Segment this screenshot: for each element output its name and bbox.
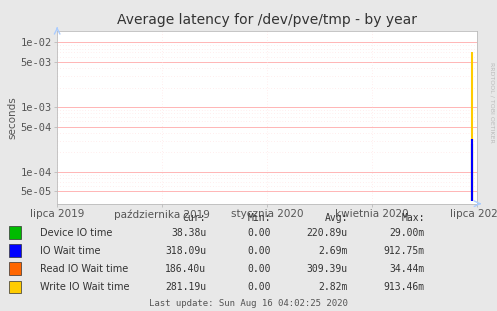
- Text: 309.39u: 309.39u: [307, 264, 348, 274]
- Text: 281.19u: 281.19u: [165, 282, 206, 292]
- Text: 2.82m: 2.82m: [319, 282, 348, 292]
- Text: IO Wait time: IO Wait time: [40, 246, 100, 256]
- Text: Min:: Min:: [248, 213, 271, 223]
- Title: Average latency for /dev/pve/tmp - by year: Average latency for /dev/pve/tmp - by ye…: [117, 13, 417, 27]
- Y-axis label: seconds: seconds: [7, 96, 17, 139]
- Text: 38.38u: 38.38u: [171, 228, 206, 238]
- Text: 0.00: 0.00: [248, 282, 271, 292]
- Text: Device IO time: Device IO time: [40, 228, 112, 238]
- Text: 912.75m: 912.75m: [384, 246, 425, 256]
- Text: Write IO Wait time: Write IO Wait time: [40, 282, 129, 292]
- Text: 913.46m: 913.46m: [384, 282, 425, 292]
- Text: RRDTOOL / TOBI OETIKER: RRDTOOL / TOBI OETIKER: [490, 62, 495, 143]
- Text: Last update: Sun Aug 16 04:02:25 2020: Last update: Sun Aug 16 04:02:25 2020: [149, 299, 348, 308]
- Text: 34.44m: 34.44m: [390, 264, 425, 274]
- Text: Cur:: Cur:: [183, 213, 206, 223]
- Text: 0.00: 0.00: [248, 264, 271, 274]
- Text: 0.00: 0.00: [248, 228, 271, 238]
- Text: 2.69m: 2.69m: [319, 246, 348, 256]
- Text: Read IO Wait time: Read IO Wait time: [40, 264, 128, 274]
- Text: 186.40u: 186.40u: [165, 264, 206, 274]
- Text: Max:: Max:: [402, 213, 425, 223]
- Text: 318.09u: 318.09u: [165, 246, 206, 256]
- Text: 220.89u: 220.89u: [307, 228, 348, 238]
- Text: 29.00m: 29.00m: [390, 228, 425, 238]
- Text: 0.00: 0.00: [248, 246, 271, 256]
- Text: Avg:: Avg:: [325, 213, 348, 223]
